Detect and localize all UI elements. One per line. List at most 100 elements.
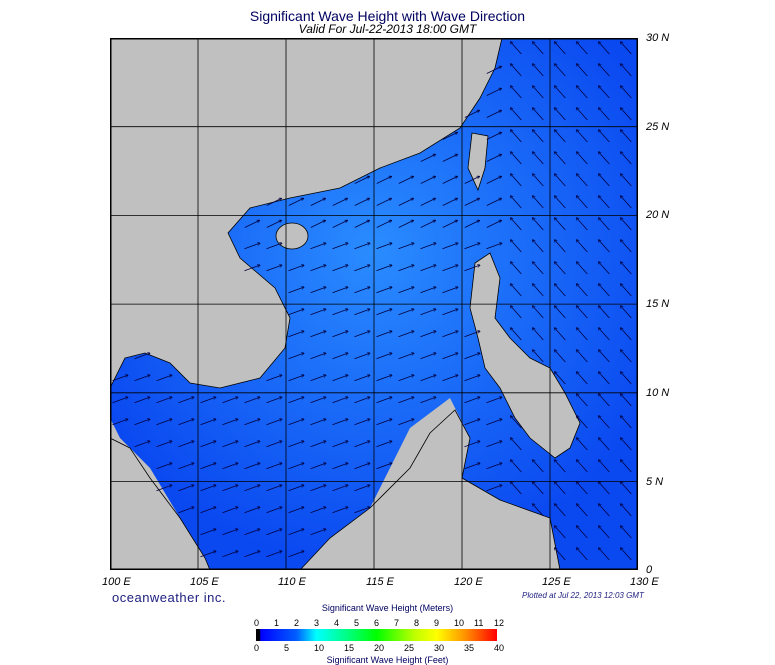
- colorbar-meters-tick: 12: [494, 618, 505, 628]
- wave-direction-arrow: [266, 507, 281, 514]
- wave-direction-arrow: [288, 441, 303, 448]
- wave-direction-arrow: [266, 221, 281, 228]
- wave-direction-arrow: [134, 375, 149, 382]
- colorbar-feet-tick: 35: [464, 643, 475, 653]
- wave-direction-arrow: [310, 243, 325, 250]
- wave-direction-arrow: [577, 196, 588, 209]
- wave-direction-arrow: [266, 375, 281, 382]
- wave-direction-arrow: [244, 397, 259, 404]
- wave-direction-arrow: [621, 218, 632, 231]
- wave-direction-arrow: [511, 152, 522, 165]
- lat-label: 25 N: [646, 120, 670, 133]
- wave-direction-arrow: [376, 441, 391, 448]
- wave-direction-arrow: [555, 328, 566, 341]
- wave-direction-arrow: [222, 397, 237, 404]
- wave-direction-arrow: [266, 397, 281, 404]
- wave-direction-arrow: [376, 243, 391, 250]
- wave-direction-arrow: [486, 397, 501, 404]
- wave-direction-arrow: [266, 529, 281, 536]
- lat-lon-grid: [110, 38, 638, 570]
- wave-direction-arrow: [442, 221, 457, 228]
- wave-direction-arrow: [599, 526, 610, 539]
- wave-direction-arrow: [420, 353, 435, 360]
- wave-direction-arrow: [310, 287, 325, 294]
- wave-direction-arrow: [511, 306, 522, 319]
- lon-label: 125 E: [542, 576, 571, 588]
- wave-direction-arrow: [310, 441, 325, 448]
- wave-direction-arrow: [599, 350, 610, 363]
- wave-direction-arrow: [156, 375, 171, 382]
- wave-direction-arrow: [599, 416, 610, 429]
- wave-direction-arrow: [599, 218, 610, 231]
- wave-direction-arrow: [577, 482, 588, 495]
- wave-direction-arrow: [464, 111, 479, 118]
- wave-direction-arrow: [533, 504, 544, 517]
- wave-direction-arrow: [486, 243, 501, 250]
- wave-direction-arrow: [288, 529, 303, 536]
- wave-direction-arrow: [486, 111, 501, 118]
- wave-direction-arrow: [555, 108, 566, 121]
- wave-direction-arrow: [577, 240, 588, 253]
- lat-label: 15 N: [646, 298, 670, 311]
- wave-direction-arrow: [310, 529, 325, 536]
- wave-direction-arrow: [621, 350, 632, 363]
- wave-direction-arrow: [288, 353, 303, 360]
- wave-direction-arrow: [332, 199, 347, 206]
- wave-direction-arrow: [599, 438, 610, 451]
- wave-direction-arrow: [310, 221, 325, 228]
- wave-direction-arrow: [599, 42, 610, 55]
- wave-height-map: [110, 38, 638, 570]
- wave-direction-arrow: [442, 133, 457, 140]
- wave-direction-arrow: [486, 155, 501, 162]
- map-subtitle: Valid For Jul-22-2013 18:00 GMT: [298, 22, 477, 36]
- lat-label: 5 N: [646, 475, 664, 488]
- wave-direction-arrow: [288, 287, 303, 294]
- wave-direction-arrow: [599, 262, 610, 275]
- wave-direction-arrow: [266, 265, 281, 272]
- wave-direction-arrow: [376, 309, 391, 316]
- wave-direction-arrow: [533, 262, 544, 275]
- wave-direction-arrow: [533, 306, 544, 319]
- land-hainan: [275, 222, 309, 250]
- wave-direction-arrow: [442, 155, 457, 162]
- wave-direction-arrow: [511, 130, 522, 143]
- lon-label: 130 E: [630, 576, 659, 588]
- wave-direction-arrow: [533, 196, 544, 209]
- wave-direction-arrow: [222, 529, 237, 536]
- wave-direction-arrow: [332, 221, 347, 228]
- wave-direction-arrow: [420, 155, 435, 162]
- plotted-timestamp: Plotted at Jul 22, 2013 12:03 GMT: [522, 591, 644, 600]
- wave-direction-arrow: [442, 265, 457, 272]
- wave-direction-arrow: [511, 64, 522, 77]
- wave-direction-arrow: [420, 199, 435, 206]
- wave-direction-arrow: [442, 309, 457, 316]
- wave-direction-arrow: [442, 243, 457, 250]
- wave-direction-arrow: [200, 485, 215, 492]
- wave-direction-arrow: [398, 243, 413, 250]
- wave-direction-arrow: [599, 482, 610, 495]
- wave-direction-arrow: [288, 419, 303, 426]
- wave-direction-arrow: [577, 328, 588, 341]
- wave-direction-arrow: [178, 485, 193, 492]
- wave-direction-arrow: [244, 243, 259, 250]
- wave-direction-arrow: [577, 86, 588, 99]
- wave-direction-arrow: [266, 551, 281, 558]
- wave-direction-arrow: [533, 174, 544, 187]
- wave-direction-arrow: [266, 485, 281, 492]
- wave-direction-arrow: [398, 419, 413, 426]
- wave-direction-arrow: [464, 375, 479, 382]
- wave-direction-arrow: [621, 526, 632, 539]
- wave-direction-arrow: [511, 108, 522, 121]
- colorbar-feet-tick: 25: [404, 643, 415, 653]
- wave-direction-arrow: [511, 196, 522, 209]
- wave-direction-arrow: [486, 133, 501, 140]
- wave-direction-arrow: [200, 463, 215, 470]
- wave-direction-arrow: [156, 397, 171, 404]
- wave-direction-arrow: [178, 463, 193, 470]
- wave-direction-arrow: [332, 353, 347, 360]
- wave-direction-arrow: [621, 394, 632, 407]
- wave-direction-arrow: [621, 174, 632, 187]
- wave-direction-arrow: [621, 372, 632, 385]
- wave-direction-arrow: [398, 199, 413, 206]
- wave-direction-arrow: [112, 397, 127, 404]
